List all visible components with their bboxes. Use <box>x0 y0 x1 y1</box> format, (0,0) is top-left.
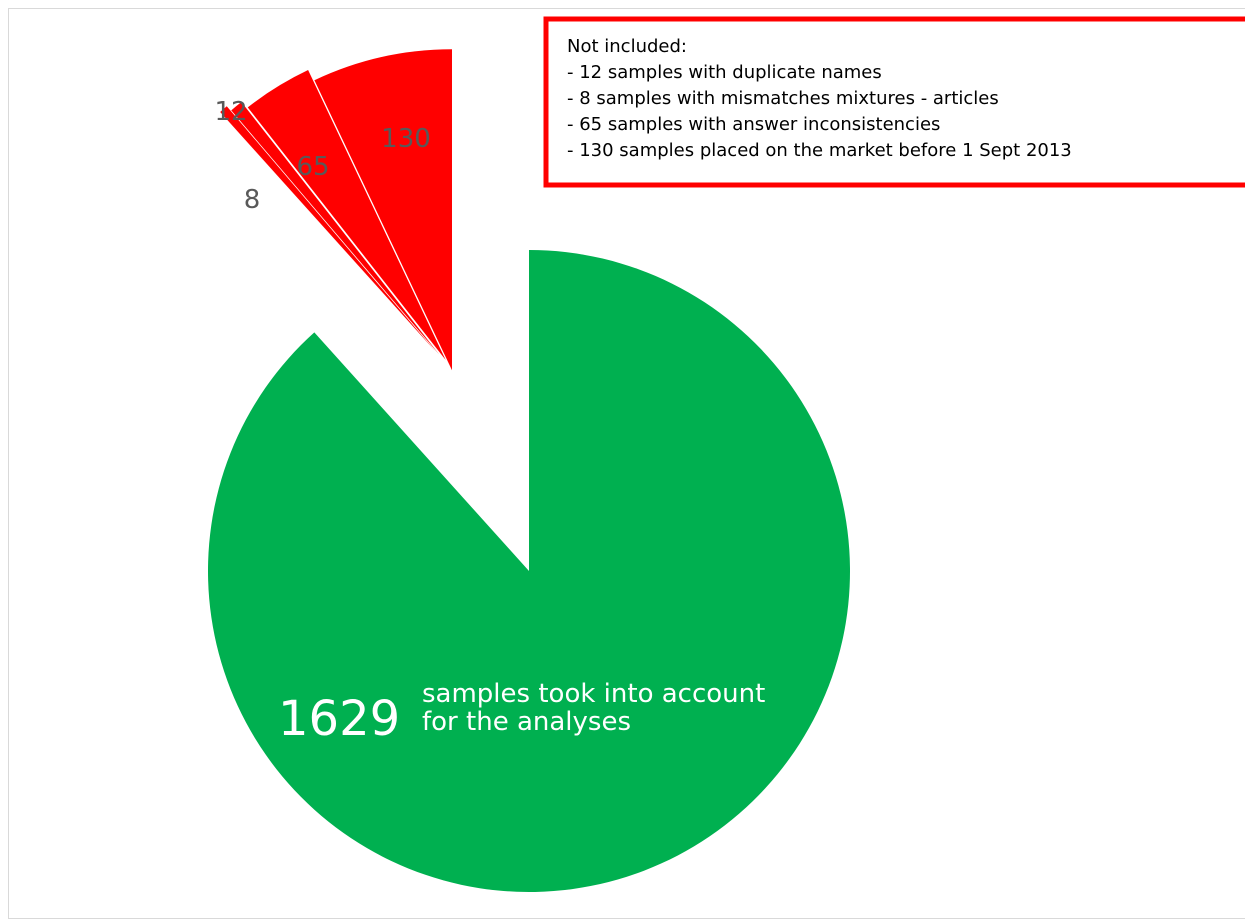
annotation-line: - 12 samples with duplicate names <box>567 62 882 83</box>
annotation-box <box>543 16 1245 188</box>
data-label: 12 <box>214 97 247 127</box>
pie-slice <box>314 49 452 371</box>
annotation-line: - 65 samples with answer inconsistencies <box>567 114 940 135</box>
data-label-text: for the analyses <box>422 707 631 737</box>
pie-slice <box>220 106 435 351</box>
annotation-line: Not included: <box>567 36 687 57</box>
data-label: 65 <box>296 152 329 182</box>
data-label: 1629 <box>278 691 400 747</box>
pie-slice <box>208 250 851 892</box>
pie-slice <box>231 102 440 355</box>
annotation-line: - 8 samples with mismatches mixtures - a… <box>567 88 999 109</box>
pie-slice <box>247 70 446 361</box>
annotation-line: - 130 samples placed on the market befor… <box>567 140 1072 161</box>
data-label: 130 <box>381 124 431 154</box>
data-label: 8 <box>244 185 261 215</box>
data-label-text: samples took into account <box>422 679 765 709</box>
